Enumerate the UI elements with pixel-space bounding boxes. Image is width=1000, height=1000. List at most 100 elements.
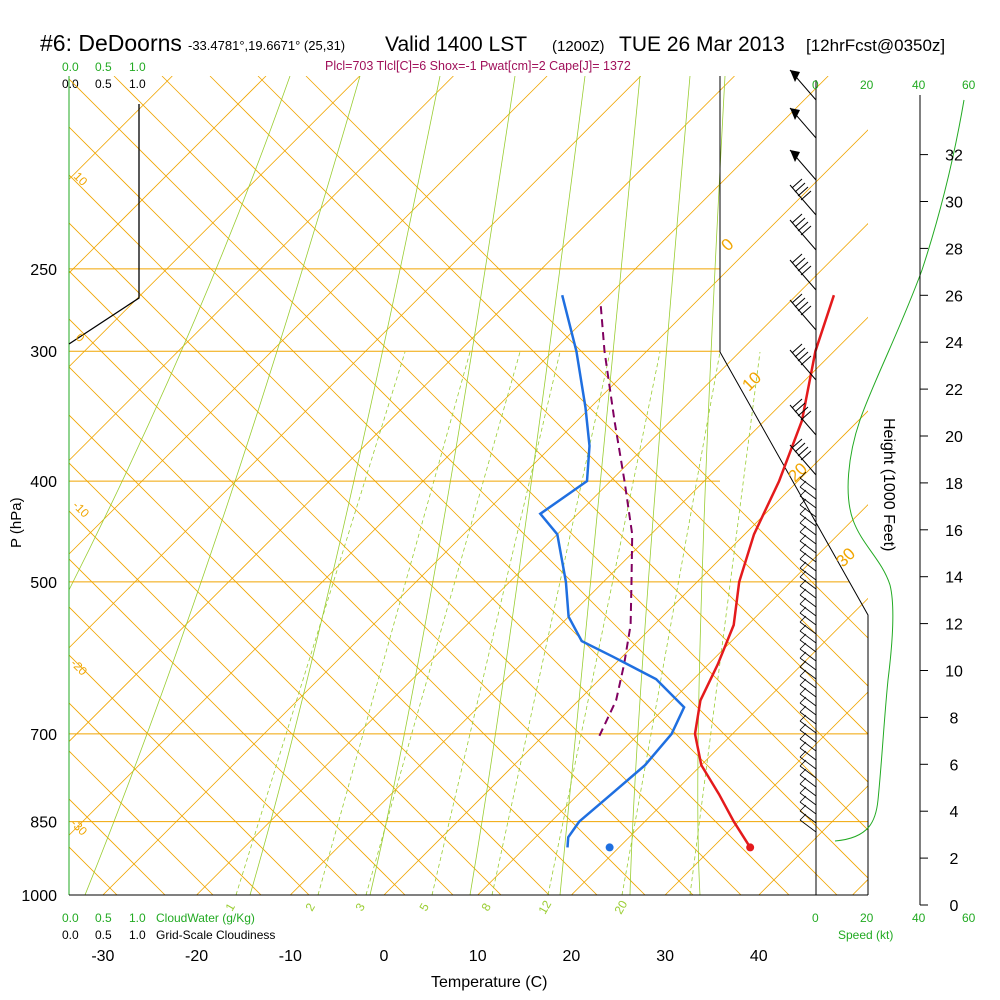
dry-adiabat-line bbox=[305, 76, 868, 639]
height-tick-label: 18 bbox=[945, 476, 963, 493]
utc-time: (1200Z) bbox=[552, 38, 605, 55]
wind-barb-feather bbox=[799, 597, 807, 605]
height-tick-label: 24 bbox=[945, 335, 963, 352]
mixing-ratio-label-2: 2 bbox=[302, 900, 318, 913]
isotherm-line bbox=[69, 76, 360, 368]
wind-barb-staff bbox=[799, 549, 817, 563]
wind-barb-feather bbox=[799, 759, 807, 767]
dry-adiabat-line bbox=[69, 462, 502, 895]
wind-barb-staff bbox=[799, 792, 817, 806]
wind-barb-staff bbox=[799, 684, 817, 698]
wind-barb-feather bbox=[791, 253, 803, 264]
wind-barb-feather bbox=[794, 442, 806, 453]
pressure-tick-label: 500 bbox=[30, 575, 57, 592]
moist-adiabat-line bbox=[249, 76, 441, 895]
wind-barb-feather bbox=[799, 723, 807, 731]
isotherm-line bbox=[383, 410, 868, 895]
valid-time: Valid 1400 LST bbox=[385, 33, 527, 56]
cloudwater-label: CloudWater (g/Kg) bbox=[156, 911, 255, 925]
wind-barb-feather bbox=[799, 552, 807, 560]
dry-adiabat-line bbox=[69, 126, 838, 895]
moist-adiabat-line bbox=[69, 76, 291, 591]
wind-barb-staff bbox=[799, 513, 817, 527]
height-tick-label: 16 bbox=[945, 523, 963, 540]
wind-barb-staff bbox=[799, 810, 817, 824]
cloudiness-tick-0: 0.0 bbox=[62, 77, 79, 91]
wind-barb-feather bbox=[799, 624, 807, 632]
isotherm-label-20: 20 bbox=[784, 459, 811, 486]
wind-barb-feather bbox=[800, 450, 812, 461]
isotherm-line bbox=[69, 76, 267, 274]
wind-barb-feather bbox=[799, 786, 807, 794]
forecast-info: [12hrFcst@0350z] bbox=[806, 36, 945, 55]
moist-adiabat-line bbox=[369, 76, 516, 895]
wind-barb-feather bbox=[799, 696, 807, 704]
cloudwater-scale-top: 0.0 0.5 1.0 0.0 0.5 1.0 bbox=[62, 60, 146, 91]
cloudiness-bottom-tick-1: 0.5 bbox=[95, 928, 112, 942]
isotherm-label-left-m20: -20 bbox=[68, 656, 90, 678]
dry-adiabat-line bbox=[113, 76, 868, 831]
wind-barb-staff bbox=[799, 747, 817, 761]
wind-barb-feather bbox=[800, 355, 812, 366]
cloudwater-tick-0: 0.0 bbox=[62, 60, 79, 74]
wind-barb-feather bbox=[797, 406, 809, 417]
wind-barb-staff bbox=[789, 404, 817, 436]
dry-adiabat-line bbox=[69, 366, 598, 895]
wind-barb-staff bbox=[799, 738, 817, 752]
temperature-tick-label: 0 bbox=[380, 948, 389, 965]
mixing-ratio-labels: 1 2 3 5 8 12 20 bbox=[222, 898, 630, 917]
wind-barb-staff bbox=[799, 666, 817, 680]
height-tick-label: 0 bbox=[950, 898, 959, 915]
mixing-ratio-line bbox=[235, 351, 406, 895]
pressure-tick-label: 250 bbox=[30, 262, 57, 279]
wind-barb-staff bbox=[799, 495, 817, 509]
wind-barb-feather bbox=[799, 516, 807, 524]
temperature-tick-label: 30 bbox=[656, 948, 674, 965]
cloudiness-label: Grid-Scale Cloudiness bbox=[156, 928, 275, 942]
wind-barb-staff bbox=[799, 774, 817, 788]
wind-barb-staff bbox=[789, 259, 817, 291]
pressure-tick-label: 1000 bbox=[21, 888, 57, 905]
wind-barb-feather bbox=[799, 525, 807, 533]
wind-barb-feather bbox=[799, 534, 807, 542]
wind-barb-feather bbox=[797, 351, 809, 362]
isotherm-label-10: 10 bbox=[738, 368, 765, 395]
cloudiness-bottom-tick-0: 0.0 bbox=[62, 928, 79, 942]
wind-barb-staff bbox=[799, 720, 817, 734]
wind-barb-staff bbox=[799, 612, 817, 626]
wind-barb-staff bbox=[789, 299, 817, 331]
station-coords: -33.4781°,19.6671° (25,31) bbox=[188, 38, 345, 53]
isotherm-line bbox=[571, 597, 868, 895]
wind-barb-feather bbox=[799, 750, 807, 758]
wind-barb-feather bbox=[799, 678, 807, 686]
wind-barb-feather bbox=[799, 732, 807, 740]
height-tick-label: 2 bbox=[950, 851, 959, 868]
isotherm-line bbox=[69, 76, 454, 461]
wind-barb-feather bbox=[791, 213, 803, 224]
cloudwater-bottom-tick-1: 0.5 bbox=[95, 911, 112, 925]
wind-barb-staff bbox=[799, 657, 817, 671]
moist-adiabat-line bbox=[697, 76, 726, 895]
speed-top-40: 40 bbox=[912, 78, 926, 92]
wind-barb-pennant bbox=[790, 70, 800, 82]
mixing-ratio-line bbox=[621, 351, 721, 895]
height-tick-label: 28 bbox=[945, 241, 963, 258]
wind-barb-staff bbox=[799, 765, 817, 779]
forecast-date: TUE 26 Mar 2013 bbox=[619, 33, 785, 56]
wind-barb-staff bbox=[799, 630, 817, 644]
wind-barb-feather bbox=[799, 561, 807, 569]
wind-barb-feather bbox=[799, 813, 807, 821]
height-tick-label: 10 bbox=[945, 664, 963, 681]
wind-barb-staff bbox=[799, 558, 817, 572]
dry-adiabat-line bbox=[69, 414, 550, 895]
isotherm-line bbox=[69, 76, 173, 180]
wind-barb-feather bbox=[791, 343, 803, 354]
mixing-ratio-label-5: 5 bbox=[416, 900, 432, 913]
wind-barb-feather bbox=[797, 186, 809, 197]
dry-adiabat-line bbox=[69, 846, 118, 895]
temperature-axis-label: Temperature (C) bbox=[431, 974, 547, 991]
isotherm-line bbox=[477, 504, 868, 895]
wind-barb-staff bbox=[799, 603, 817, 617]
wind-barb-feather bbox=[799, 588, 807, 596]
